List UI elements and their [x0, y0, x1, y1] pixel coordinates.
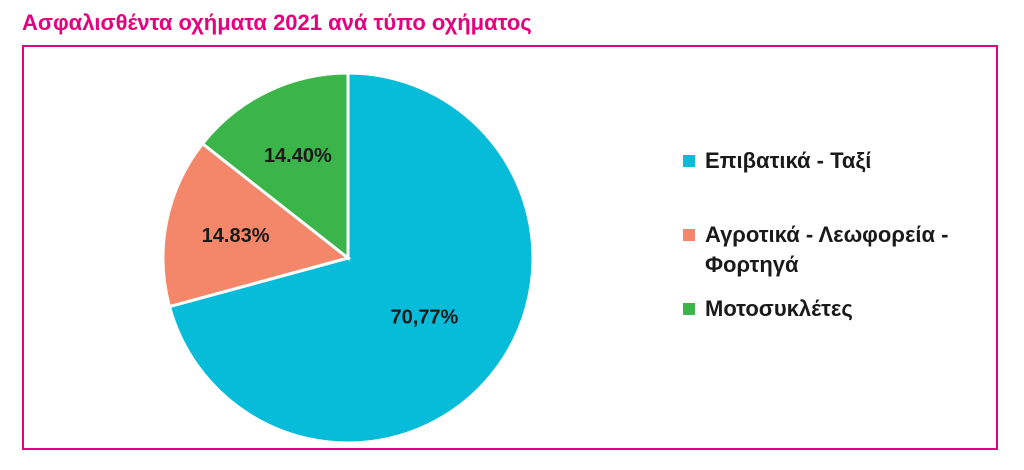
chart-frame: [22, 45, 998, 450]
pie-slice-motorcycles: [200, 71, 350, 262]
legend-item-agricultural-bus-truck: Αγροτικά - Λεωφορεία - Φορτηγά: [683, 220, 975, 280]
chart-title: Ασφαλισθέντα οχήματα 2021 ανά τύπο οχήμα…: [22, 10, 532, 35]
legend-swatch-motorcycles: [683, 303, 695, 315]
legend-item-passenger-taxi: Επιβατικά - Ταξί: [683, 146, 975, 176]
legend-label: Μοτοσυκλέτες: [705, 296, 853, 321]
pie-slice-agricultural-bus-truck: [161, 141, 352, 309]
data-label-passenger-taxi: 70,77%: [391, 306, 459, 328]
data-label-agricultural-bus-truck: 14.83%: [202, 225, 270, 247]
legend-swatch-agricultural-bus-truck: [683, 229, 695, 241]
legend-label: Επιβατικά - Ταξί: [705, 148, 872, 173]
pie-slice-passenger-taxi: [167, 71, 535, 445]
legend-label: Αγροτικά - Λεωφορεία - Φορτηγά: [705, 222, 949, 277]
data-label-motorcycles: 14.40%: [264, 145, 332, 167]
legend-item-motorcycles: Μοτοσυκλέτες: [683, 294, 975, 324]
legend-swatch-passenger-taxi: [683, 155, 695, 167]
